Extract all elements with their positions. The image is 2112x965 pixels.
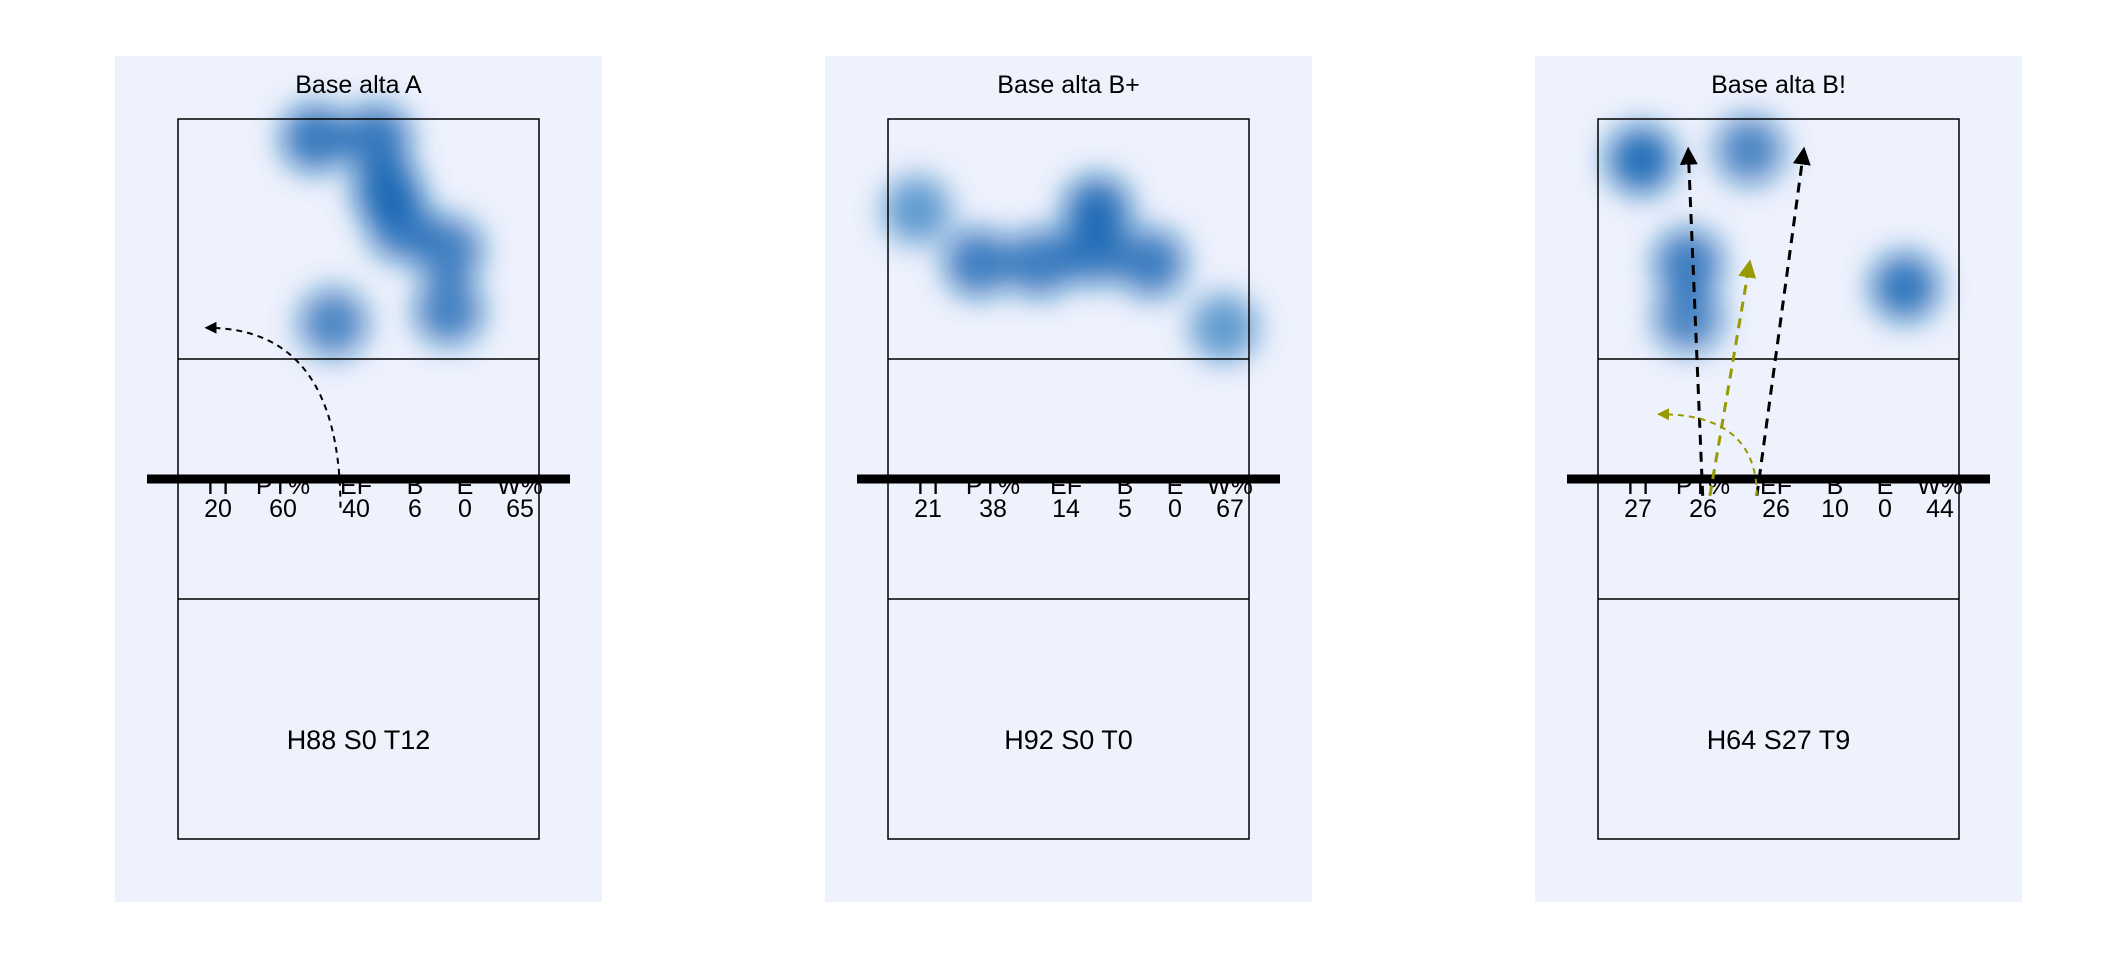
- stat-value: 0: [1168, 495, 1182, 523]
- panel-footer: H88 S0 T12: [287, 725, 431, 755]
- trajectory-arrow: [1755, 146, 1811, 497]
- heat-spot: [414, 217, 483, 285]
- stat-header: E: [1877, 472, 1894, 500]
- heat-spot: [1715, 116, 1784, 185]
- stat-value: 27: [1624, 495, 1652, 523]
- heat-spot: [1005, 229, 1074, 297]
- heat-spot: [882, 176, 951, 245]
- stat-value: 60: [269, 495, 297, 523]
- stat-header: TT: [1623, 472, 1654, 500]
- stat-value: 0: [1878, 495, 1892, 523]
- stat-value: 26: [1689, 495, 1717, 523]
- stat-value: 65: [506, 495, 534, 523]
- stat-value: 38: [979, 495, 1007, 523]
- stat-value: 20: [204, 495, 232, 523]
- heat-spot: [1654, 229, 1723, 297]
- stat-value: 0: [458, 495, 472, 523]
- stat-header: B: [407, 472, 424, 500]
- stat-header: TT: [203, 472, 234, 500]
- heat-spot: [281, 104, 350, 173]
- stat-value: 67: [1216, 495, 1244, 523]
- heat-spot: [414, 277, 483, 345]
- heat-spot: [342, 104, 411, 173]
- stat-header: W%: [1207, 472, 1253, 500]
- stat-value: 5: [1118, 495, 1132, 523]
- stat-value: 26: [1762, 495, 1790, 523]
- trajectory-arrow: [1656, 408, 1758, 496]
- stat-header: TT: [913, 472, 944, 500]
- heat-spot: [1654, 284, 1723, 353]
- stat-value: 44: [1926, 495, 1954, 523]
- panel-title: Base alta B!: [1711, 71, 1846, 99]
- stat-header: PT%: [256, 472, 310, 500]
- stat-header: E: [457, 472, 474, 500]
- stat-header: EF: [1760, 472, 1792, 500]
- stat-header: B: [1827, 472, 1844, 500]
- heatmap-layer: [882, 176, 1258, 362]
- heat-spot: [299, 289, 368, 357]
- stat-value: 14: [1052, 495, 1080, 523]
- heat-spot: [1607, 125, 1676, 194]
- panel-footer: H64 S27 T9: [1707, 725, 1851, 755]
- stat-header: E: [1167, 472, 1184, 500]
- heatmap-layer: [1607, 116, 1939, 353]
- stat-header: PT%: [966, 472, 1020, 500]
- heatmap-layer: [281, 104, 483, 357]
- stat-header: EF: [340, 472, 372, 500]
- panel-footer: H92 S0 T0: [1004, 725, 1133, 755]
- stat-header: W%: [497, 472, 543, 500]
- heat-spot: [944, 229, 1013, 297]
- panel-title: Base alta A: [295, 71, 422, 99]
- trajectory-arrow: [204, 321, 342, 508]
- heat-spot: [1189, 293, 1258, 362]
- stat-value: 10: [1821, 495, 1849, 523]
- heat-spot: [1117, 229, 1186, 297]
- trajectory-arrow: [1679, 146, 1705, 496]
- stat-header: W%: [1917, 472, 1963, 500]
- panel-title: Base alta B+: [997, 71, 1139, 99]
- stat-value: 21: [914, 495, 942, 523]
- stat-header: B: [1117, 472, 1134, 500]
- heat-spot: [1870, 253, 1939, 321]
- heat-spot: [1063, 176, 1132, 245]
- stat-value: 40: [342, 495, 370, 523]
- stat-value: 6: [408, 495, 422, 523]
- stat-header: EF: [1050, 472, 1082, 500]
- trajectory-arrow: [1708, 259, 1757, 497]
